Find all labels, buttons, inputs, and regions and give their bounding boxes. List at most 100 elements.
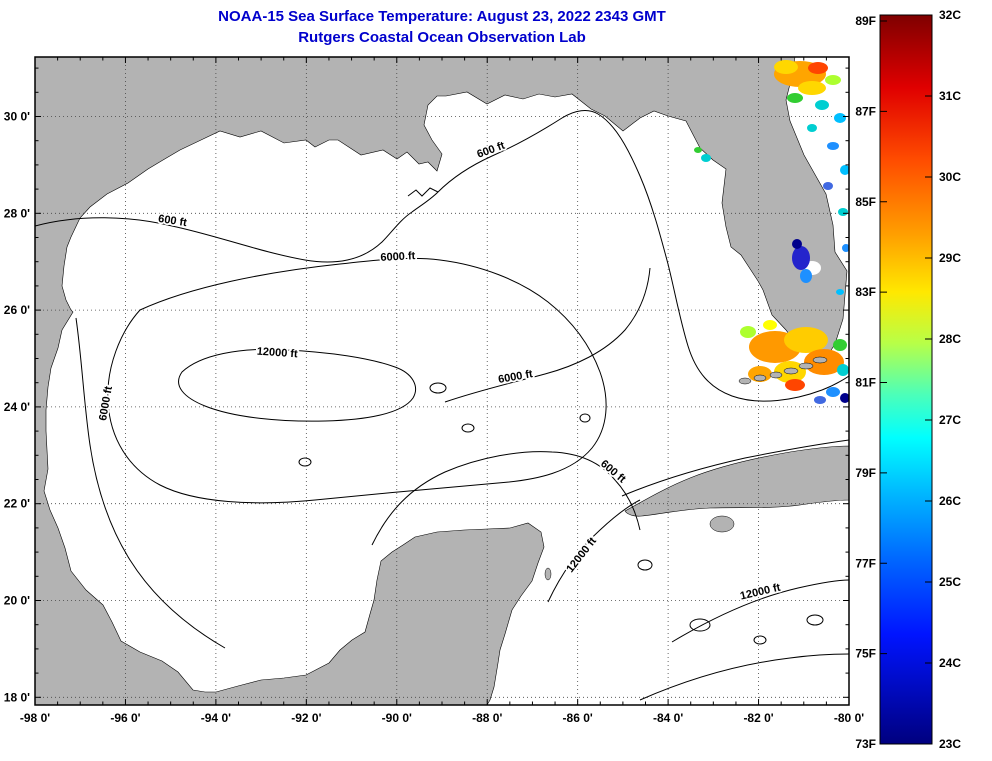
key-island	[798, 362, 814, 370]
colorbar-label-celsius: 27C	[939, 413, 961, 427]
contour-12000ft-sigsbee-loop	[178, 348, 417, 422]
colorbar-label-celsius: 32C	[939, 8, 961, 22]
contour-600ft-north-shelf	[35, 110, 849, 402]
colorbar-label-celsius: 29C	[939, 251, 961, 265]
bathymetry-contours	[35, 110, 849, 701]
sst-data-patch	[784, 327, 828, 353]
colorbar-label-fahrenheit: 89F	[855, 14, 876, 28]
contour-florida-straits	[621, 439, 849, 497]
sst-data-patch	[823, 182, 833, 190]
x-axis-tick-label: -84 0'	[653, 711, 683, 725]
colorbar-label-fahrenheit: 73F	[855, 737, 876, 751]
contour-islet	[689, 618, 711, 632]
contour-islet	[429, 382, 447, 394]
contour-islet	[298, 457, 312, 467]
axis-tick-labels: -98 0' -96 0' -94 0' -92 0' -90 0' -88 0' -86 …	[4, 110, 864, 726]
x-axis-tick-label: -88 0'	[472, 711, 502, 725]
y-axis-tick-label: 28 0'	[4, 206, 30, 220]
florida-keys	[738, 356, 828, 385]
sst-data-patch	[842, 244, 849, 252]
x-axis-tick-label: -94 0'	[201, 711, 231, 725]
sst-data-patch	[807, 124, 817, 132]
sst-data-patch	[808, 62, 828, 74]
y-axis-tick-label: 30 0'	[4, 110, 30, 124]
colorbar-gradient	[879, 14, 933, 745]
contour-islet	[753, 635, 767, 645]
key-island	[738, 377, 752, 385]
y-axis-tick-label: 18 0'	[4, 690, 30, 704]
sst-data-patch	[798, 81, 826, 95]
north-america-mexico-landmass	[35, 57, 848, 705]
colorbar-label-celsius: 25C	[939, 575, 961, 589]
contour-6000ft-east	[444, 267, 651, 403]
sst-data-patch	[840, 165, 849, 175]
x-axis-tick-label: -82 0'	[743, 711, 773, 725]
colorbar-label-celsius: 26C	[939, 494, 961, 508]
sst-data-patch	[826, 387, 840, 397]
key-island	[783, 367, 799, 375]
depth-contour-label: 12000 ft	[256, 346, 298, 361]
colorbar-label-fahrenheit: 81F	[855, 376, 876, 390]
sst-data-patch	[837, 364, 849, 376]
colorbar-label-fahrenheit: 79F	[855, 466, 876, 480]
isla-de-la-juventud	[709, 515, 735, 533]
x-axis-tick-label: -80 0'	[834, 711, 864, 725]
sst-data-patch	[833, 339, 847, 351]
map-title: NOAA-15 Sea Surface Temperature: August …	[218, 8, 666, 25]
sst-data-patch	[825, 75, 841, 85]
colorbar-label-fahrenheit: 77F	[855, 556, 876, 570]
sst-data-patch	[827, 142, 839, 150]
axis-frame	[34, 56, 850, 706]
contour-delta-wiggle	[407, 187, 439, 197]
sst-data-patch	[815, 100, 829, 110]
contour-12000ft-cuba-south	[671, 579, 849, 643]
contour-caribbean-south	[639, 653, 849, 701]
sst-data-patch	[694, 147, 702, 153]
sst-data-patch	[792, 246, 810, 270]
sst-data-patch	[785, 379, 805, 391]
sst-data-patch	[840, 393, 849, 403]
colorbar-label-celsius: 24C	[939, 656, 961, 670]
x-axis-tick-label: -92 0'	[291, 711, 321, 725]
contour-islet	[461, 423, 475, 433]
sst-data-patch	[701, 154, 711, 162]
sst-data-patch	[834, 113, 846, 123]
x-axis-tick-label: -90 0'	[382, 711, 412, 725]
map-subtitle: Rutgers Coastal Ocean Observation Lab	[298, 29, 586, 46]
key-island	[812, 356, 828, 364]
colorbar-label-fahrenheit: 85F	[855, 195, 876, 209]
colorbar-label-celsius: 31C	[939, 89, 961, 103]
x-axis-tick-label: -98 0'	[20, 711, 50, 725]
land-layer	[35, 57, 849, 705]
sst-data-patch	[740, 326, 756, 338]
colorbar-label-fahrenheit: 75F	[855, 647, 876, 661]
sst-data-patch	[763, 320, 777, 330]
y-axis-tick-label: 20 0'	[4, 594, 30, 608]
y-axis-tick-label: 22 0'	[4, 497, 30, 511]
contour-12000ft-yucatan-channel	[547, 499, 641, 603]
colorbar-label-celsius: 30C	[939, 170, 961, 184]
sst-data-patch	[800, 269, 812, 283]
contour-6000ft-basin-loop	[107, 257, 607, 504]
colorbar-label-celsius: 23C	[939, 737, 961, 751]
colorbar-label-fahrenheit: 83F	[855, 285, 876, 299]
contour-islet	[579, 413, 591, 423]
depth-contour-label: 6000 ft	[380, 250, 416, 264]
contour-600ft-campeche-bank	[371, 451, 641, 546]
temperature-colorbar: 89F 87F 85F 83F 81F 79F 77F 75F 73F 32C 31C 30C 29C 2…	[855, 8, 961, 751]
cozumel-island	[544, 567, 552, 581]
x-axis-tick-label: -96 0'	[110, 711, 140, 725]
y-axis-tick-label: 24 0'	[4, 400, 30, 414]
colorbar-label-celsius: 28C	[939, 332, 961, 346]
sst-data-patch	[792, 239, 802, 249]
y-axis-tick-label: 26 0'	[4, 303, 30, 317]
colorbar-label-fahrenheit: 87F	[855, 104, 876, 118]
cuba-landmass	[624, 445, 849, 517]
key-island	[753, 374, 767, 382]
contour-600ft-mexico-shelf	[75, 317, 226, 649]
key-island	[769, 371, 783, 379]
sst-data-patch	[836, 289, 844, 295]
sst-data-patch	[814, 396, 826, 404]
